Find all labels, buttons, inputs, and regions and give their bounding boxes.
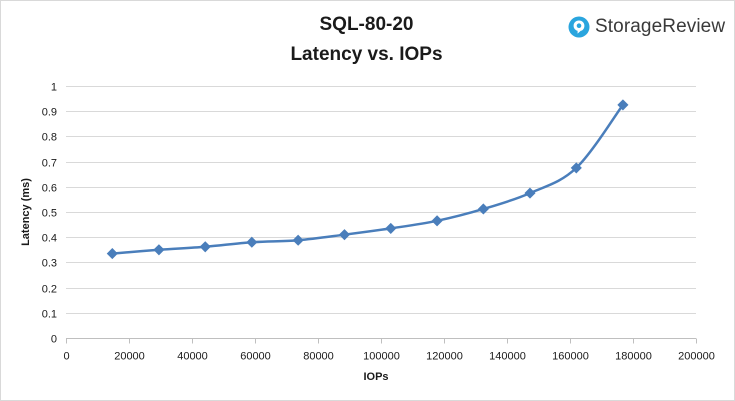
- x-tick-label: 160000: [552, 351, 589, 363]
- chart-title-line1: SQL-80-20: [319, 14, 414, 35]
- y-tick-label: 0.2: [42, 284, 57, 296]
- y-tick-label: 0.9: [42, 107, 57, 119]
- data-point-12: [617, 99, 629, 111]
- axes: [66, 338, 697, 344]
- data-point-8: [431, 215, 443, 227]
- x-tick-label: 120000: [426, 351, 463, 363]
- storagereview-logo: StorageReview: [568, 14, 725, 40]
- y-axis-title: Latency (ms): [20, 178, 32, 246]
- y-tick-labels: 0 0.1 0.2 0.3 0.4 0.5 0.6 0.7 0.8 0.9 1: [42, 82, 57, 346]
- y-tick-label: 0.5: [42, 208, 57, 220]
- x-tick-label: 40000: [177, 351, 208, 363]
- gridlines: [66, 86, 696, 314]
- y-tick-label: 0.4: [42, 233, 57, 245]
- data-point-11: [570, 162, 582, 174]
- y-tick-label: 0: [51, 334, 57, 346]
- y-tick-label: 0.3: [42, 258, 57, 270]
- data-point-6: [338, 229, 351, 241]
- y-tick-label: 0.8: [42, 132, 57, 144]
- x-tick-label: 80000: [303, 351, 334, 363]
- data-point-4: [246, 236, 258, 248]
- y-tick-label: 0.1: [42, 309, 57, 321]
- y-tick-label: 0.7: [42, 158, 57, 170]
- data-point-5: [292, 234, 304, 246]
- y-tick-label: 0.6: [42, 183, 57, 195]
- data-point-2: [153, 244, 165, 256]
- x-tick-label: 20000: [114, 351, 145, 363]
- x-tick-labels: 0 20000 40000 60000 80000 100000 120000 140000 1…: [63, 351, 714, 363]
- series-line: [111, 103, 625, 255]
- y-tick-label: 1: [51, 82, 57, 94]
- data-point-9: [477, 203, 489, 215]
- x-tick-label: 180000: [615, 351, 652, 363]
- x-axis-title: IOPs: [363, 371, 388, 383]
- series: [106, 99, 629, 260]
- storagereview-logo-icon: [568, 16, 590, 38]
- x-tick-label: 140000: [489, 351, 526, 363]
- x-tick-label: 200000: [678, 351, 715, 363]
- chart-title-line2: Latency vs. IOPs: [290, 44, 443, 65]
- x-tick-label: 0: [63, 351, 69, 363]
- data-point-7: [385, 222, 397, 234]
- x-tick-label: 100000: [363, 351, 400, 363]
- data-point-10: [524, 187, 536, 199]
- logo-text: StorageReview: [595, 16, 726, 37]
- x-tick-label: 60000: [240, 351, 271, 363]
- data-point-1: [106, 248, 118, 260]
- data-point-3: [199, 241, 211, 253]
